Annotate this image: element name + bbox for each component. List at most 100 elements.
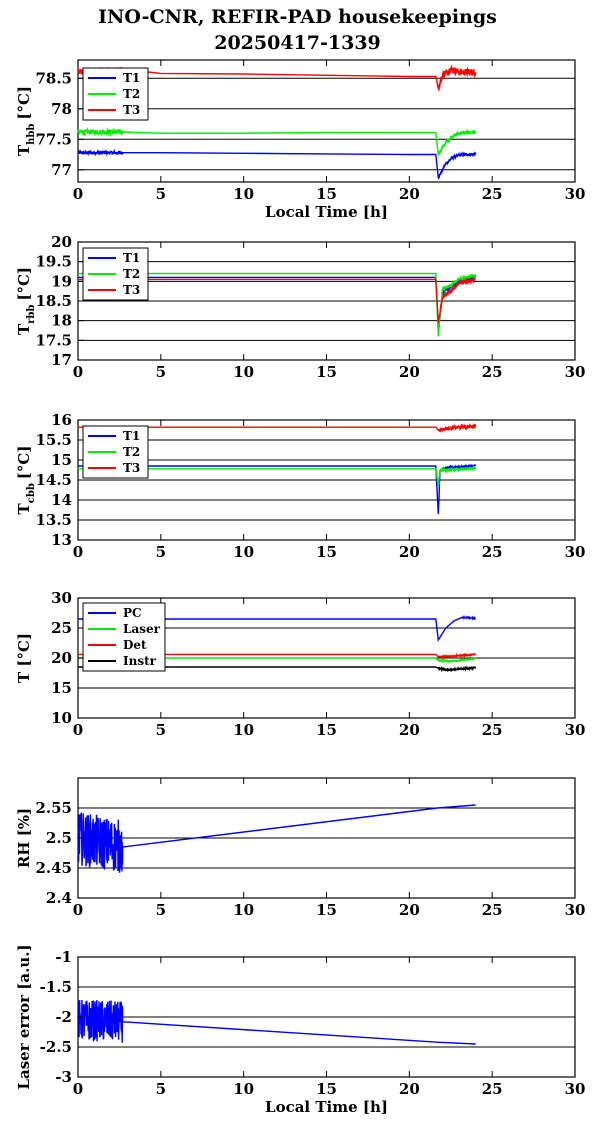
legend: T1 T2 T3 [82,425,149,479]
y-tick-label: 2.4 [46,889,72,907]
legend-label: Instr [123,654,157,668]
x-tick-label: 0 [73,185,83,203]
x-tick-label: 20 [399,363,420,381]
x-tick-label: 0 [73,901,83,919]
x-tick-label: 10 [233,543,254,561]
y-tick-label: 2.55 [35,799,72,817]
y-tick-label: 30 [51,589,72,607]
legend-label: T3 [123,103,140,117]
series-line-t2 [78,272,477,337]
y-tick-label: -2 [55,1008,72,1026]
y-axis-label: T [°C] [15,633,33,683]
y-tick-label: 20 [51,233,72,251]
y-tick-label: -2.5 [40,1038,72,1056]
y-tick-label: 78 [51,100,72,118]
x-tick-label: 30 [565,901,586,919]
x-tick-label: 0 [73,1080,83,1098]
y-axis-label: RH [%] [15,808,33,868]
x-tick-label: 15 [316,363,337,381]
series-line-t3 [78,276,477,323]
series-line-pc [78,614,476,643]
y-axis-label: Thbb[°C] [15,86,37,156]
x-tick-label: 25 [482,185,503,203]
chart-panel-3: 0 5 10 15 20 25 30 13 13.5 14 14.5 15 15.5 16 Tcbb[°C]… [15,411,585,561]
legend: T1 T2 T3 [82,67,149,121]
x-tick-label: 20 [399,543,420,561]
y-tick-label: 17.5 [35,331,72,349]
legend-label: T1 [123,71,140,85]
legend-label: T2 [123,267,140,281]
y-tick-label: 15.5 [35,431,72,449]
x-tick-label: 25 [482,363,503,381]
x-tick-label: 10 [233,363,254,381]
legend: PC Laser Det Instr [82,602,166,672]
y-tick-label: -1 [55,948,72,966]
y-axis-label: Trbb[°C] [15,267,37,335]
y-tick-label: 13.5 [35,511,72,529]
y-tick-label: 16 [51,411,72,429]
x-tick-label: 25 [482,901,503,919]
x-tick-label: 30 [565,721,586,739]
y-tick-label: 10 [51,709,72,727]
y-tick-label: 15 [51,679,72,697]
x-tick-label: 30 [565,363,586,381]
x-tick-label: 5 [156,363,166,381]
series-line-instr [78,665,477,673]
x-tick-label: 20 [399,901,420,919]
series-line-laser [78,657,476,664]
x-tick-label: 20 [399,721,420,739]
y-tick-label: 14.5 [35,471,72,489]
x-tick-label: 0 [73,543,83,561]
x-tick-label: 5 [156,901,166,919]
y-tick-label: 25 [51,619,72,637]
y-tick-label: -3 [55,1068,72,1086]
chart-subtitle: 20250417-1339 [214,32,381,54]
legend: T1 T2 T3 [82,247,149,301]
x-tick-label: 5 [156,721,166,739]
legend-label: T3 [123,461,140,475]
x-tick-label: 20 [399,185,420,203]
series-line-t2 [78,464,476,487]
x-tick-label: 10 [233,1080,254,1098]
x-tick-label: 15 [316,185,337,203]
x-tick-label: 5 [156,1080,166,1098]
y-tick-label: 14 [51,491,72,509]
y-tick-label: -1.5 [40,978,72,996]
series-line-t3 [78,423,477,434]
legend-label: Det [123,638,147,652]
x-tick-label: 10 [233,901,254,919]
x-tick-label: 10 [233,721,254,739]
x-axis-label: Local Time [h] [265,203,388,221]
legend-label: PC [123,606,142,620]
y-tick-label: 19.5 [35,253,72,271]
legend-label: T3 [123,283,140,297]
legend-box [82,602,166,672]
x-tick-label: 30 [565,543,586,561]
y-tick-label: 77 [51,161,72,179]
x-tick-label: 10 [233,185,254,203]
legend-label: T1 [123,251,140,265]
legend-label: Laser [123,622,161,636]
series-line-det [78,652,476,660]
y-tick-label: 78.5 [35,69,72,87]
y-tick-label: 19 [51,272,72,290]
y-tick-label: 13 [51,531,72,549]
x-tick-label: 5 [156,185,166,203]
y-tick-label: 17 [51,351,72,369]
series-line-t1 [77,148,477,180]
x-tick-label: 15 [316,1080,337,1098]
y-axis-label: Laser error [a.u.] [15,944,33,1089]
x-tick-label: 30 [565,1080,586,1098]
x-tick-label: 30 [565,185,586,203]
x-tick-label: 15 [316,543,337,561]
series-line-data [77,804,476,873]
chart-title: INO-CNR, REFIR-PAD housekeepings [98,6,497,28]
x-tick-label: 25 [482,721,503,739]
y-axis-label: Tcbb[°C] [15,446,37,515]
x-tick-label: 25 [482,543,503,561]
x-tick-label: 15 [316,901,337,919]
y-tick-label: 18.5 [35,292,72,310]
